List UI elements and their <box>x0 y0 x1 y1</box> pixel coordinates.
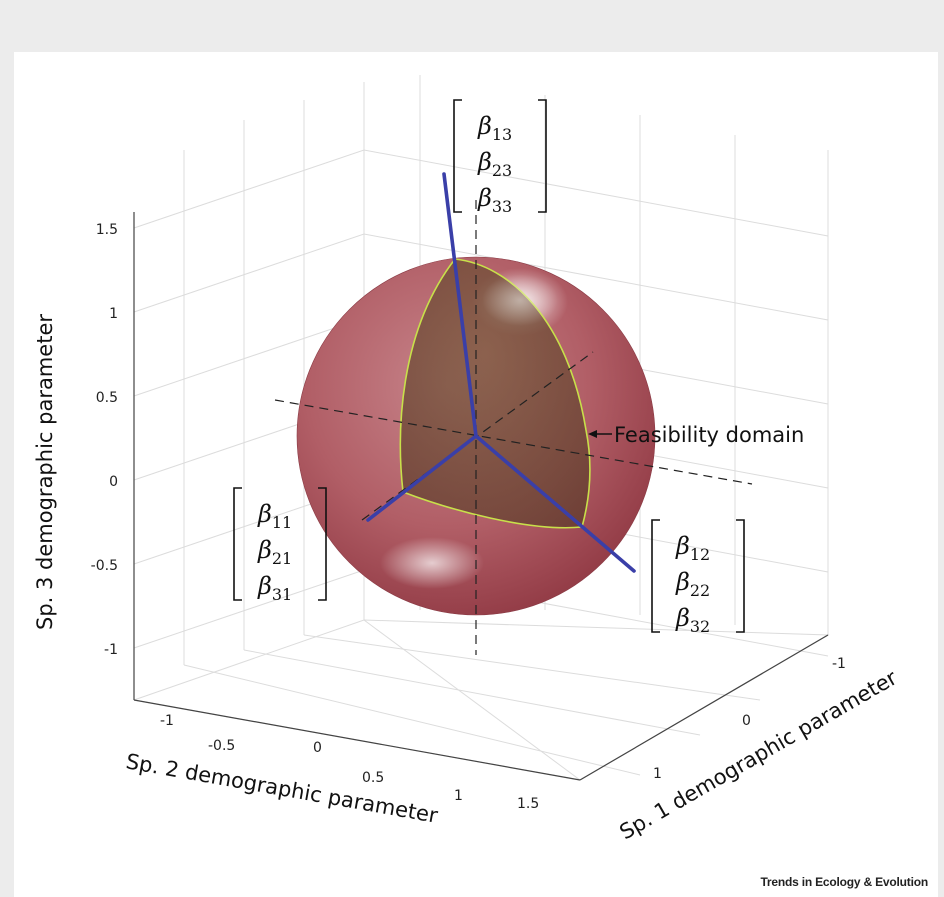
right-band <box>938 52 944 897</box>
y-tick-labels: -1 0 1 <box>653 656 846 782</box>
left-bracket <box>233 487 242 601</box>
feasibility-domain-label: Feasibility domain <box>614 423 804 447</box>
vector-label-3: β13 β23 β33 <box>453 99 547 216</box>
vector-1 <box>366 434 478 522</box>
beta-32: β32 <box>675 604 710 636</box>
left-band <box>0 52 14 897</box>
z-tick: 0 <box>109 474 118 490</box>
z-tick: -1 <box>104 642 118 658</box>
x-tick: 0.5 <box>362 770 384 786</box>
beta-22: β22 <box>675 568 710 600</box>
right-bracket <box>736 519 745 633</box>
x-tick: 0 <box>313 740 322 756</box>
top-band <box>0 0 944 52</box>
z-tick: 1 <box>109 306 118 322</box>
z-tick-labels: 1.5 1 0.5 0 -0.5 -1 <box>91 222 118 658</box>
beta-23: β23 <box>477 148 512 180</box>
beta-31: β31 <box>257 572 292 604</box>
beta-33: β33 <box>477 184 512 216</box>
vector-label-1: β11 β21 β31 <box>233 487 327 604</box>
right-bracket <box>318 487 327 601</box>
beta-21: β21 <box>257 536 292 568</box>
z-tick: 0.5 <box>96 390 118 406</box>
column-vectors <box>366 172 636 573</box>
vector-3 <box>442 172 478 438</box>
feasibility-annotation: Feasibility domain <box>588 423 804 447</box>
y-axis-label: Sp. 1 demographic parameter <box>616 665 902 844</box>
beta-13: β13 <box>477 112 512 144</box>
z-tick: 1.5 <box>96 222 118 238</box>
y-tick: 0 <box>742 713 751 729</box>
left-bracket <box>651 519 660 633</box>
x-tick: 1.5 <box>517 796 539 812</box>
vector-2 <box>474 434 636 573</box>
vector-label-2: β12 β22 β32 <box>651 519 745 636</box>
y-tick: 1 <box>653 766 662 782</box>
x-tick: -1 <box>160 713 174 729</box>
beta-11: β11 <box>257 500 292 532</box>
right-bracket <box>538 99 547 213</box>
x-tick-labels: -1 -0.5 0 0.5 1 1.5 <box>160 713 539 812</box>
z-axis-label: Sp. 3 demographic parameter <box>33 314 57 630</box>
x-tick: -0.5 <box>208 738 235 754</box>
x-tick: 1 <box>454 788 463 804</box>
beta-12: β12 <box>675 532 710 564</box>
z-tick: -0.5 <box>91 558 118 574</box>
publisher-credit: Trends in Ecology & Evolution <box>760 875 928 889</box>
axis-lines <box>133 212 829 781</box>
y-tick: -1 <box>832 656 846 672</box>
x-axis-label: Sp. 2 demographic parameter <box>124 749 440 828</box>
feasibility-domain <box>399 258 591 529</box>
left-bracket <box>453 99 462 213</box>
annotation-arrowhead <box>588 430 597 438</box>
